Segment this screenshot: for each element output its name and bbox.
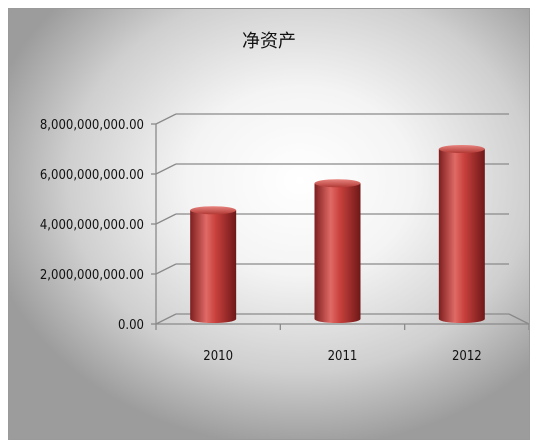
bars xyxy=(190,145,485,323)
plot-area: 0.00 2,000,000,000.00 4,000,000,000.00 6,00… xyxy=(40,113,529,364)
y-tick-label: 6,000,000,000.00 xyxy=(40,168,144,183)
bar xyxy=(314,179,361,323)
y-tick-label: 0.00 xyxy=(118,318,144,333)
x-tick-label: 2011 xyxy=(328,349,358,364)
tick-labels: 0.00 2,000,000,000.00 4,000,000,000.00 6,00… xyxy=(40,118,482,364)
y-tick-label: 2,000,000,000.00 xyxy=(40,268,144,283)
chart-frame: 净资产 0.00 2,000,000,000.00 4,000,000,000.00… xyxy=(8,8,530,440)
chart-title: 净资产 xyxy=(242,31,296,52)
y-tick-label: 8,000,000,000.00 xyxy=(40,118,144,133)
bar xyxy=(190,206,237,323)
bar xyxy=(438,145,485,323)
y-tick-label: 4,000,000,000.00 xyxy=(40,218,144,233)
x-tick-label: 2010 xyxy=(203,349,233,364)
x-tick-label: 2012 xyxy=(452,349,482,364)
